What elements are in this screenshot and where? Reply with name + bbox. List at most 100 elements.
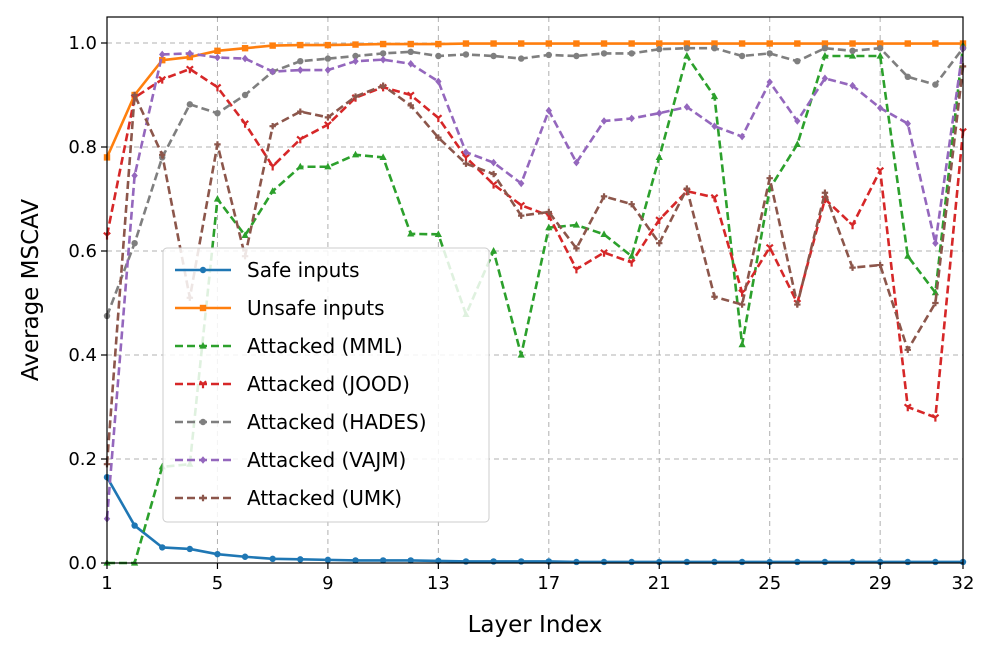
- data-point: [628, 114, 635, 123]
- series-line: [105, 476, 963, 564]
- data-point: [711, 293, 718, 300]
- data-point: [324, 66, 332, 74]
- series-attacked-vajm: [103, 44, 967, 523]
- data-point: [379, 55, 387, 64]
- data-point: [628, 201, 635, 208]
- data-point: [655, 216, 664, 224]
- data-point: [490, 558, 497, 565]
- data-point: [656, 46, 663, 53]
- data-point: [214, 141, 221, 148]
- data-point: [159, 544, 166, 551]
- data-point: [199, 304, 207, 312]
- data-point: [517, 40, 525, 47]
- data-point: [710, 193, 719, 202]
- data-point: [269, 123, 276, 130]
- data-point: [296, 162, 304, 170]
- data-point: [738, 132, 746, 141]
- data-point: [794, 301, 801, 308]
- data-point: [269, 42, 276, 49]
- series-line: [105, 66, 965, 465]
- data-point: [407, 48, 414, 56]
- data-point: [572, 221, 581, 228]
- data-point: [131, 91, 138, 99]
- data-point: [683, 52, 691, 59]
- data-point: [876, 104, 884, 112]
- data-point: [656, 240, 663, 247]
- y-tick-label: 0.6: [68, 241, 97, 262]
- data-point: [573, 40, 580, 47]
- data-point: [821, 74, 829, 83]
- data-point: [199, 494, 207, 502]
- legend-label: Attacked (UMK): [247, 486, 402, 510]
- data-point: [352, 557, 359, 564]
- data-point: [766, 50, 773, 57]
- legend-item: Attacked (MML): [175, 334, 403, 358]
- data-point: [352, 93, 359, 100]
- data-point: [517, 558, 525, 565]
- data-point: [848, 221, 857, 230]
- data-point: [199, 266, 207, 274]
- data-point: [683, 45, 691, 52]
- data-point: [462, 40, 470, 47]
- data-point: [849, 40, 856, 47]
- data-point: [435, 40, 442, 48]
- data-point: [821, 40, 829, 47]
- data-point: [324, 55, 332, 62]
- data-point: [434, 114, 443, 123]
- data-point: [600, 193, 608, 200]
- data-point: [794, 117, 801, 125]
- series-layer: [103, 40, 967, 566]
- data-point: [379, 50, 387, 57]
- data-point: [738, 289, 747, 297]
- y-tick-label: 0.4: [68, 345, 97, 366]
- data-point: [655, 153, 663, 160]
- data-point: [490, 40, 497, 47]
- plot-frame: [106, 16, 964, 564]
- data-point: [199, 418, 207, 426]
- legend-item: Unsafe inputs: [175, 296, 385, 320]
- data-point: [628, 50, 635, 57]
- series-line: [105, 42, 963, 158]
- data-point: [904, 558, 911, 566]
- data-point: [821, 52, 829, 59]
- data-point: [765, 243, 774, 252]
- data-point: [407, 102, 414, 109]
- data-point: [297, 41, 304, 49]
- data-point: [241, 231, 249, 238]
- data-point: [738, 301, 746, 308]
- data-point: [794, 58, 801, 65]
- legend-label: Attacked (HADES): [247, 410, 427, 434]
- data-point: [407, 557, 414, 564]
- data-point: [683, 103, 691, 111]
- legend: Safe inputs Unsafe inputs Attacked (MML) At…: [162, 247, 490, 523]
- data-point: [793, 140, 801, 147]
- data-point: [407, 40, 414, 48]
- data-point: [573, 52, 580, 60]
- data-point: [352, 52, 359, 60]
- data-point: [214, 47, 221, 54]
- data-point: [213, 195, 222, 202]
- data-point: [876, 40, 884, 47]
- series-line: [105, 67, 965, 419]
- data-point: [600, 40, 608, 47]
- data-point: [379, 40, 387, 48]
- data-point: [186, 101, 194, 108]
- x-tick-label: 5: [212, 573, 223, 594]
- legend-item: Attacked (VAJM): [175, 448, 406, 472]
- data-point: [186, 49, 194, 58]
- x-tick-label: 21: [648, 573, 671, 594]
- data-point: [379, 153, 387, 160]
- data-point: [656, 109, 663, 117]
- data-point: [545, 106, 553, 115]
- data-point: [711, 558, 718, 566]
- data-point: [932, 40, 939, 47]
- data-point: [738, 52, 746, 60]
- data-point: [297, 556, 304, 563]
- data-point: [297, 108, 304, 115]
- data-point: [848, 52, 857, 59]
- data-point: [199, 456, 207, 464]
- data-point: [462, 558, 470, 565]
- data-point: [489, 247, 498, 254]
- axis-ticks: 1 5 9 13 17 21 25 29 32 0.0 0.2 0.4 0.6 0.8 1.0: [68, 33, 974, 594]
- data-point: [932, 299, 939, 307]
